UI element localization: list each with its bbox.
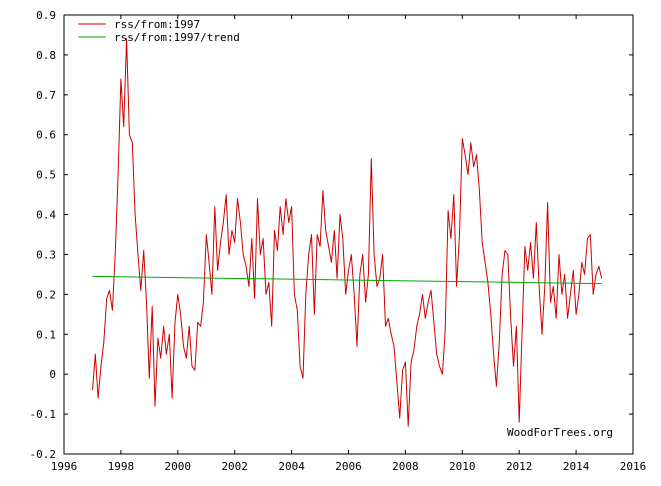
plot-frame	[63, 14, 634, 455]
legend-label-trend: rss/from:1997/trend	[114, 31, 240, 44]
x-tick-label: 2006	[335, 460, 362, 473]
series-layer	[92, 38, 603, 427]
y-tick-label: 0.8	[36, 49, 56, 62]
x-tick-label: 2004	[278, 460, 305, 473]
x-tick-label: 2010	[449, 460, 476, 473]
x-tick-label: 2002	[221, 460, 248, 473]
y-tick-label: 0	[49, 368, 56, 381]
legend: rss/from:1997 rss/from:1997/trend	[78, 18, 240, 44]
y-tick-label: 0.6	[36, 129, 56, 142]
x-axis: 1996 1998 2000 2002 2004 2006 2008 2010 2012 2014…	[51, 15, 647, 473]
y-tick-label: 0.5	[36, 169, 56, 182]
y-tick-label: 0.3	[36, 248, 56, 261]
x-tick-label: 2012	[506, 460, 533, 473]
series-line-rss	[92, 38, 603, 427]
x-tick-label: 1998	[108, 460, 135, 473]
y-tick-label: -0.1	[30, 408, 57, 421]
x-tick-label: 2016	[620, 460, 647, 473]
y-tick-label: 0.4	[36, 209, 56, 222]
x-tick-label: 2008	[392, 460, 419, 473]
y-tick-label: 0.7	[36, 89, 56, 102]
x-tick-label: 1996	[51, 460, 78, 473]
y-tick-label: 0.9	[36, 9, 56, 22]
series-line-trend	[92, 275, 602, 285]
y-axis: -0.2 -0.1 0 0.1 0.2 0.3 0.4 0.5 0.6 0.7 0.8 0.9	[30, 9, 633, 461]
y-tick-label: 0.1	[36, 328, 56, 341]
legend-label-rss: rss/from:1997	[114, 18, 200, 31]
watermark: WoodForTrees.org	[507, 426, 613, 439]
x-tick-label: 2000	[165, 460, 192, 473]
y-tick-label: 0.2	[36, 288, 56, 301]
y-tick-label: -0.2	[30, 448, 57, 461]
x-tick-label: 2014	[563, 460, 590, 473]
